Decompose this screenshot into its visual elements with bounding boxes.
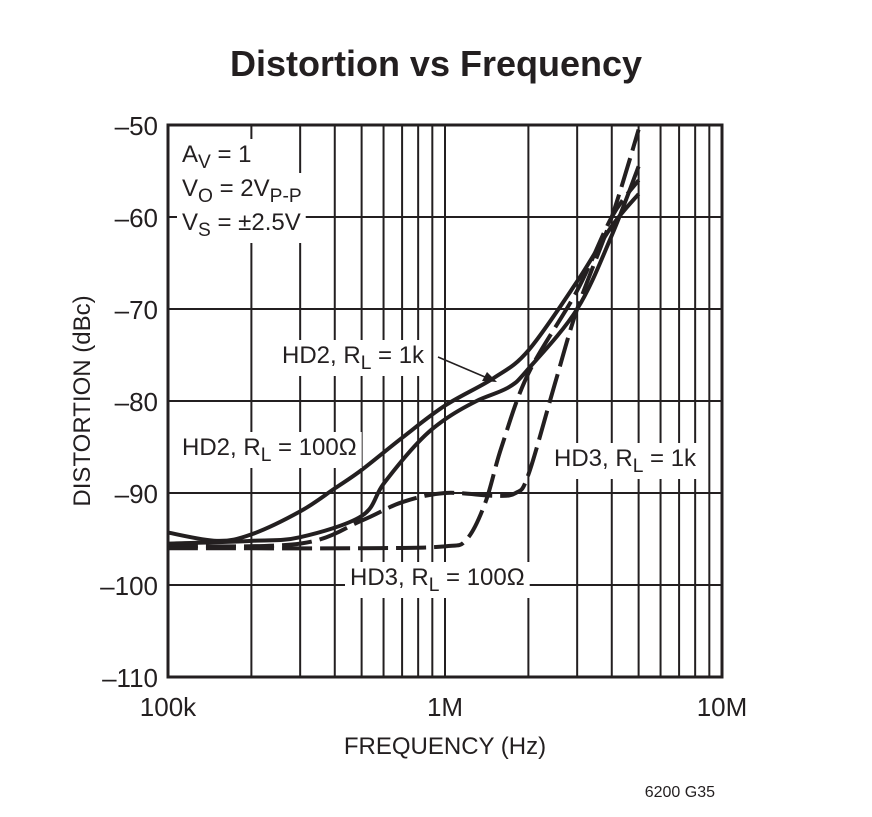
annotation-text: HD3, RL = 100Ω <box>350 564 525 596</box>
annotation-rest: = 1k <box>371 342 425 369</box>
annotation-background <box>277 340 431 376</box>
annotation-subscript: V <box>198 152 211 173</box>
annotation-hd3-1k: HD3, RL = 1k <box>549 443 703 479</box>
y-tick-label: –80 <box>115 387 158 417</box>
annotation-main: HD2, R <box>182 434 261 461</box>
annotation-text: VO = 2VP-P <box>182 175 302 207</box>
annotation-main: HD3, R <box>350 564 429 591</box>
annotation-main: HD2, R <box>282 342 361 369</box>
annotation-hd2-1k: HD2, RL = 1k <box>277 340 431 376</box>
x-tick-label: 100k <box>140 692 197 722</box>
annotation-subscript: S <box>198 220 211 241</box>
y-tick-label: –70 <box>115 295 158 325</box>
series-line-4 <box>167 178 641 551</box>
x-tick-label: 1M <box>427 692 463 722</box>
annotation-background <box>177 139 257 175</box>
annotation-text: VS = ±2.5V <box>182 209 301 241</box>
plot-border <box>166 123 724 679</box>
annotation-rest: = 100Ω <box>439 564 524 591</box>
x-axis-label: FREQUENCY (Hz) <box>344 733 546 760</box>
annotation-av: AV = 1 <box>177 139 257 175</box>
annotation-background <box>177 173 307 209</box>
y-tick-label: –110 <box>102 663 158 693</box>
annotation-rest: = 100Ω <box>271 434 356 461</box>
annotation-hd3-100: HD3, RL = 100Ω <box>345 562 530 598</box>
annotation-main: V <box>182 175 198 202</box>
series-line-3 <box>167 129 641 549</box>
annotation-main: A <box>182 141 198 168</box>
annotation-hd2-100: HD2, RL = 100Ω <box>177 432 362 468</box>
annotation-rest: = 1k <box>643 445 697 472</box>
y-tick-label: –90 <box>115 479 158 509</box>
annotation-background <box>345 562 530 598</box>
annotation-rest: = ±2.5V <box>211 209 301 236</box>
annotation-background <box>177 432 362 468</box>
y-tick-label: –50 <box>115 111 158 141</box>
annotation-subscript: L <box>429 575 440 596</box>
annotation-rest: = 1 <box>211 141 252 168</box>
annotation-subscript: L <box>261 445 272 466</box>
annotation-text: HD2, RL = 1k <box>282 342 425 374</box>
y-tick-label: –60 <box>115 203 158 233</box>
annotation-vo: VO = 2VP-P <box>177 173 307 209</box>
annotation-text: HD3, RL = 1k <box>554 445 697 477</box>
annotation-main: V <box>182 209 198 236</box>
annotation-subscript: L <box>361 353 372 374</box>
series-line-1 <box>167 192 641 543</box>
annotation-background <box>177 207 306 243</box>
x-tick-label: 10M <box>697 692 748 722</box>
annotation-subscript: O <box>198 186 213 207</box>
annotation-arrow <box>437 356 493 381</box>
arrow-head-icon <box>482 372 497 382</box>
figure-id: 6200 G35 <box>645 784 715 801</box>
annotation-vs: VS = ±2.5V <box>177 207 306 243</box>
annotation-subscript: L <box>633 456 644 477</box>
annotation-rest: = 2V <box>213 175 270 202</box>
annotation-main: HD3, R <box>554 445 633 472</box>
annotation-text: AV = 1 <box>182 141 252 173</box>
annotation-background <box>549 443 703 479</box>
annotation-text: HD2, RL = 100Ω <box>182 434 357 466</box>
y-axis-label: DISTORTION (dBc) <box>69 295 96 506</box>
y-tick-label: –100 <box>100 571 158 601</box>
annotation-subscript: P-P <box>270 186 302 207</box>
chart-title: Distortion vs Frequency <box>230 43 642 84</box>
